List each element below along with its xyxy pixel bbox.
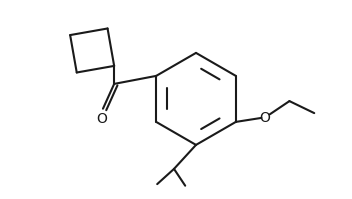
Text: O: O	[96, 112, 107, 126]
Text: O: O	[259, 111, 270, 125]
